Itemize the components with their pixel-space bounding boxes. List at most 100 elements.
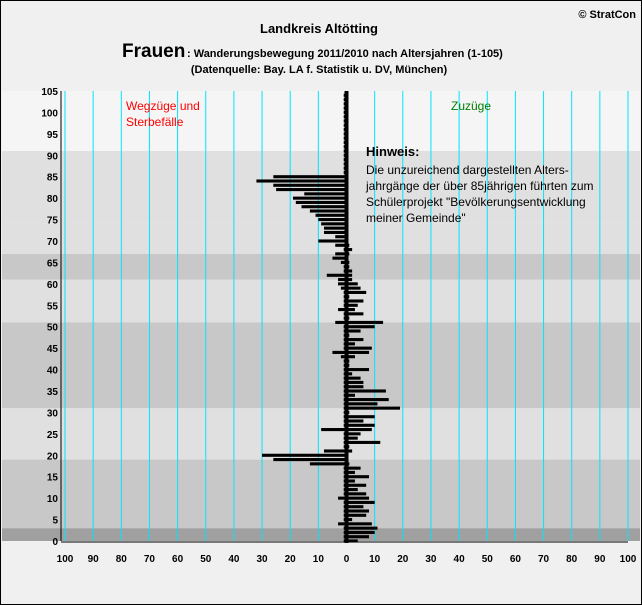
bar-inflow <box>346 488 358 492</box>
bar-outflow <box>332 256 347 260</box>
bar-outflow <box>309 209 347 213</box>
y-tick-label: 40 <box>47 366 59 377</box>
bar-inflow <box>346 393 355 397</box>
x-tick-label: 90 <box>88 554 100 565</box>
bar-outflow <box>338 278 347 282</box>
bar-outflow <box>301 205 347 209</box>
bar-inflow <box>346 380 364 384</box>
note-line-1: Die unzureichend dargestellten Alters- <box>366 163 569 177</box>
bar-inflow <box>346 282 358 286</box>
bar-inflow <box>346 350 370 354</box>
y-tick-label: 0 <box>52 537 58 548</box>
bar-inflow <box>346 436 358 440</box>
bar-inflow <box>346 432 361 436</box>
age-band <box>2 91 640 151</box>
age-band <box>2 408 640 460</box>
x-tick-label: 90 <box>594 554 606 565</box>
x-tick-label: 20 <box>397 554 409 565</box>
bar-inflow <box>346 299 364 303</box>
x-tick-label: 30 <box>425 554 437 565</box>
bar-inflow <box>346 303 358 307</box>
bar-inflow <box>346 518 353 522</box>
label-outflow-line1: Wegzüge und <box>126 99 200 113</box>
y-tick-label: 70 <box>47 237 59 248</box>
bar-inflow <box>346 535 370 539</box>
bar-inflow <box>346 342 355 346</box>
x-tick-label: 60 <box>510 554 522 565</box>
x-tick-label: 60 <box>172 554 184 565</box>
bar-inflow <box>346 530 375 534</box>
bar-outflow <box>323 230 347 234</box>
bar-inflow <box>346 513 367 517</box>
x-tick-label: 10 <box>313 554 325 565</box>
y-tick-label: 105 <box>41 87 58 98</box>
x-tick-label: 50 <box>200 554 212 565</box>
x-tick-label: 50 <box>482 554 494 565</box>
label-outflow-line2: Sterbefälle <box>126 115 184 129</box>
y-tick-label: 5 <box>52 516 58 527</box>
bar-inflow <box>346 248 353 252</box>
y-tick-labels: 0 5 10 15 20 25 30 35 40 45 50 55 60 65 70 75 80 85 90 95 10… <box>41 87 58 548</box>
y-tick-label: 55 <box>47 301 59 312</box>
y-tick-label: 30 <box>47 408 59 419</box>
bar-inflow <box>346 269 353 273</box>
bar-outflow <box>276 188 347 192</box>
x-tick-label: 40 <box>228 554 240 565</box>
age-band <box>2 322 640 409</box>
bar-inflow <box>346 320 384 324</box>
bar-outflow <box>321 428 347 432</box>
x-tick-label: 0 <box>344 554 350 565</box>
y-tick-label: 10 <box>47 494 59 505</box>
center-axis <box>344 91 349 543</box>
age-band <box>2 528 640 541</box>
label-inflow: Zuzüge <box>451 99 491 113</box>
x-tick-label: 30 <box>256 554 268 565</box>
note-line-2: jahrgänge der über 85jährigen führten zu… <box>365 179 593 193</box>
chart-title-region: Landkreis Altötting <box>260 21 378 36</box>
bar-inflow <box>346 440 381 444</box>
bar-outflow <box>318 239 347 243</box>
axes <box>60 91 628 543</box>
bar-outflow <box>304 192 347 196</box>
bar-inflow <box>346 492 367 496</box>
bar-inflow <box>346 278 353 282</box>
bar-inflow <box>346 475 370 479</box>
bar-inflow <box>346 312 364 316</box>
y-tick-label: 25 <box>47 430 59 441</box>
bar-inflow <box>346 290 367 294</box>
bar-outflow <box>256 179 347 183</box>
x-tick-label: 40 <box>454 554 466 565</box>
chart-subtitle: : Wanderungsbewegung 2011/2010 nach Alte… <box>187 48 503 60</box>
y-tick-label: 75 <box>47 216 59 227</box>
bar-outflow <box>315 213 347 217</box>
y-tick-label: 85 <box>47 173 59 184</box>
bar-inflow <box>346 496 370 500</box>
x-tick-label: 100 <box>620 554 637 565</box>
data-source: (Datenquelle: Bay. LA f. Statistik u. DV… <box>191 64 448 76</box>
age-band <box>2 223 640 254</box>
bar-inflow <box>346 539 358 543</box>
bar-inflow <box>346 423 375 427</box>
note-line-3: Schülerprojekt "Bevölkerungsentwicklung <box>366 195 586 209</box>
y-tick-label: 100 <box>41 108 58 119</box>
bar-outflow <box>335 243 347 247</box>
bar-inflow <box>346 286 361 290</box>
y-tick-label: 20 <box>47 451 59 462</box>
x-tick-labels: 100 90 80 70 60 50 40 30 20 10 0 10 20 30 40 50 60 70 80 90… <box>57 554 637 565</box>
bar-outflow <box>293 196 347 200</box>
chart-title-gender: Frauen <box>122 41 185 62</box>
note-line-4: meiner Gemeinde" <box>366 211 466 225</box>
bar-outflow <box>335 320 347 324</box>
age-band <box>2 253 640 280</box>
x-tick-label: 80 <box>116 554 128 565</box>
bar-inflow <box>346 355 355 359</box>
bar-inflow <box>346 479 355 483</box>
bar-inflow <box>346 308 355 312</box>
bar-outflow <box>338 308 347 312</box>
y-tick-label: 95 <box>47 130 59 141</box>
bar-outflow <box>321 222 347 226</box>
bar-inflow <box>346 346 372 350</box>
x-tick-label: 70 <box>538 554 550 565</box>
bar-outflow <box>273 458 347 462</box>
y-tick-label: 80 <box>47 194 59 205</box>
